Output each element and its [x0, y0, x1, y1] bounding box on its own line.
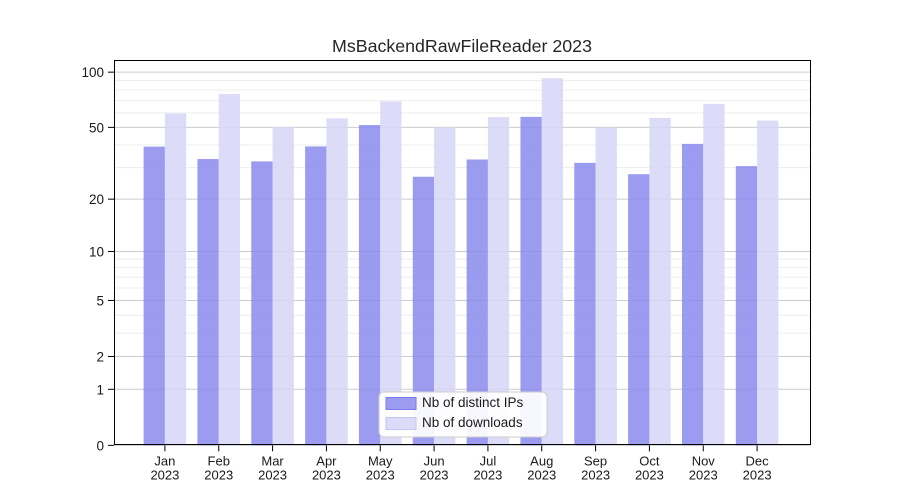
svg-text:Nov: Nov [692, 453, 716, 468]
svg-text:2023: 2023 [150, 467, 179, 482]
svg-text:2023: 2023 [366, 467, 395, 482]
svg-text:100: 100 [81, 65, 104, 80]
svg-text:Apr: Apr [316, 453, 337, 468]
svg-text:2: 2 [96, 350, 104, 365]
svg-text:0: 0 [96, 438, 104, 453]
svg-text:Feb: Feb [208, 453, 230, 468]
svg-text:2023: 2023 [473, 467, 502, 482]
svg-text:2023: 2023 [743, 467, 772, 482]
svg-text:10: 10 [89, 244, 104, 259]
svg-text:Aug: Aug [530, 453, 553, 468]
svg-text:50: 50 [89, 120, 104, 135]
svg-text:2023: 2023 [204, 467, 233, 482]
svg-text:20: 20 [89, 192, 104, 207]
svg-text:Mar: Mar [261, 453, 284, 468]
svg-text:2023: 2023 [420, 467, 449, 482]
svg-text:Nb of downloads: Nb of downloads [422, 415, 523, 430]
svg-text:Jan: Jan [154, 453, 175, 468]
svg-text:2023: 2023 [635, 467, 664, 482]
svg-text:2023: 2023 [581, 467, 610, 482]
svg-text:2023: 2023 [689, 467, 718, 482]
svg-text:Oct: Oct [639, 453, 660, 468]
svg-text:1: 1 [96, 382, 104, 397]
svg-text:2023: 2023 [258, 467, 287, 482]
svg-text:Dec: Dec [746, 453, 770, 468]
svg-text:Sep: Sep [584, 453, 607, 468]
svg-text:Nb of distinct IPs: Nb of distinct IPs [422, 395, 524, 410]
svg-text:2023: 2023 [527, 467, 556, 482]
svg-text:MsBackendRawFileReader 2023: MsBackendRawFileReader 2023 [332, 36, 592, 56]
svg-text:5: 5 [96, 293, 104, 308]
svg-text:May: May [368, 453, 393, 468]
svg-text:Jun: Jun [424, 453, 445, 468]
svg-text:2023: 2023 [312, 467, 341, 482]
svg-text:Jul: Jul [480, 453, 497, 468]
